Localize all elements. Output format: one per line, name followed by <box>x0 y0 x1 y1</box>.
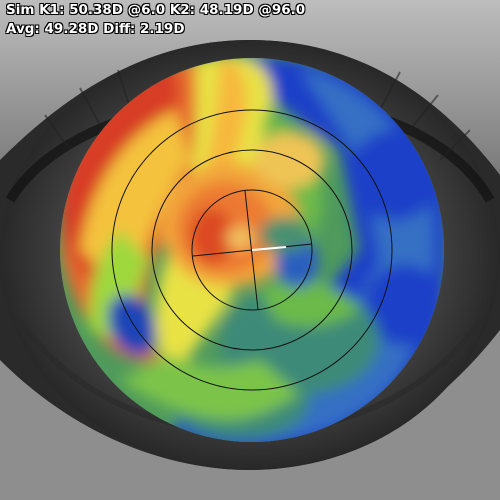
sim-k-readout: Sim K1: 50.38D @6.0 K2: 48.19D @96.0 <box>6 2 306 18</box>
k2-axis-line <box>244 190 259 311</box>
avg-diff-readout: Avg: 49.28D Diff: 2.19D <box>6 21 185 37</box>
middle-ring <box>151 149 353 351</box>
inner-ring <box>191 189 313 311</box>
outer-ring <box>111 109 393 391</box>
reference-overlay <box>111 109 393 391</box>
curvature-map <box>60 58 444 442</box>
k1-axis-highlight <box>251 246 287 251</box>
